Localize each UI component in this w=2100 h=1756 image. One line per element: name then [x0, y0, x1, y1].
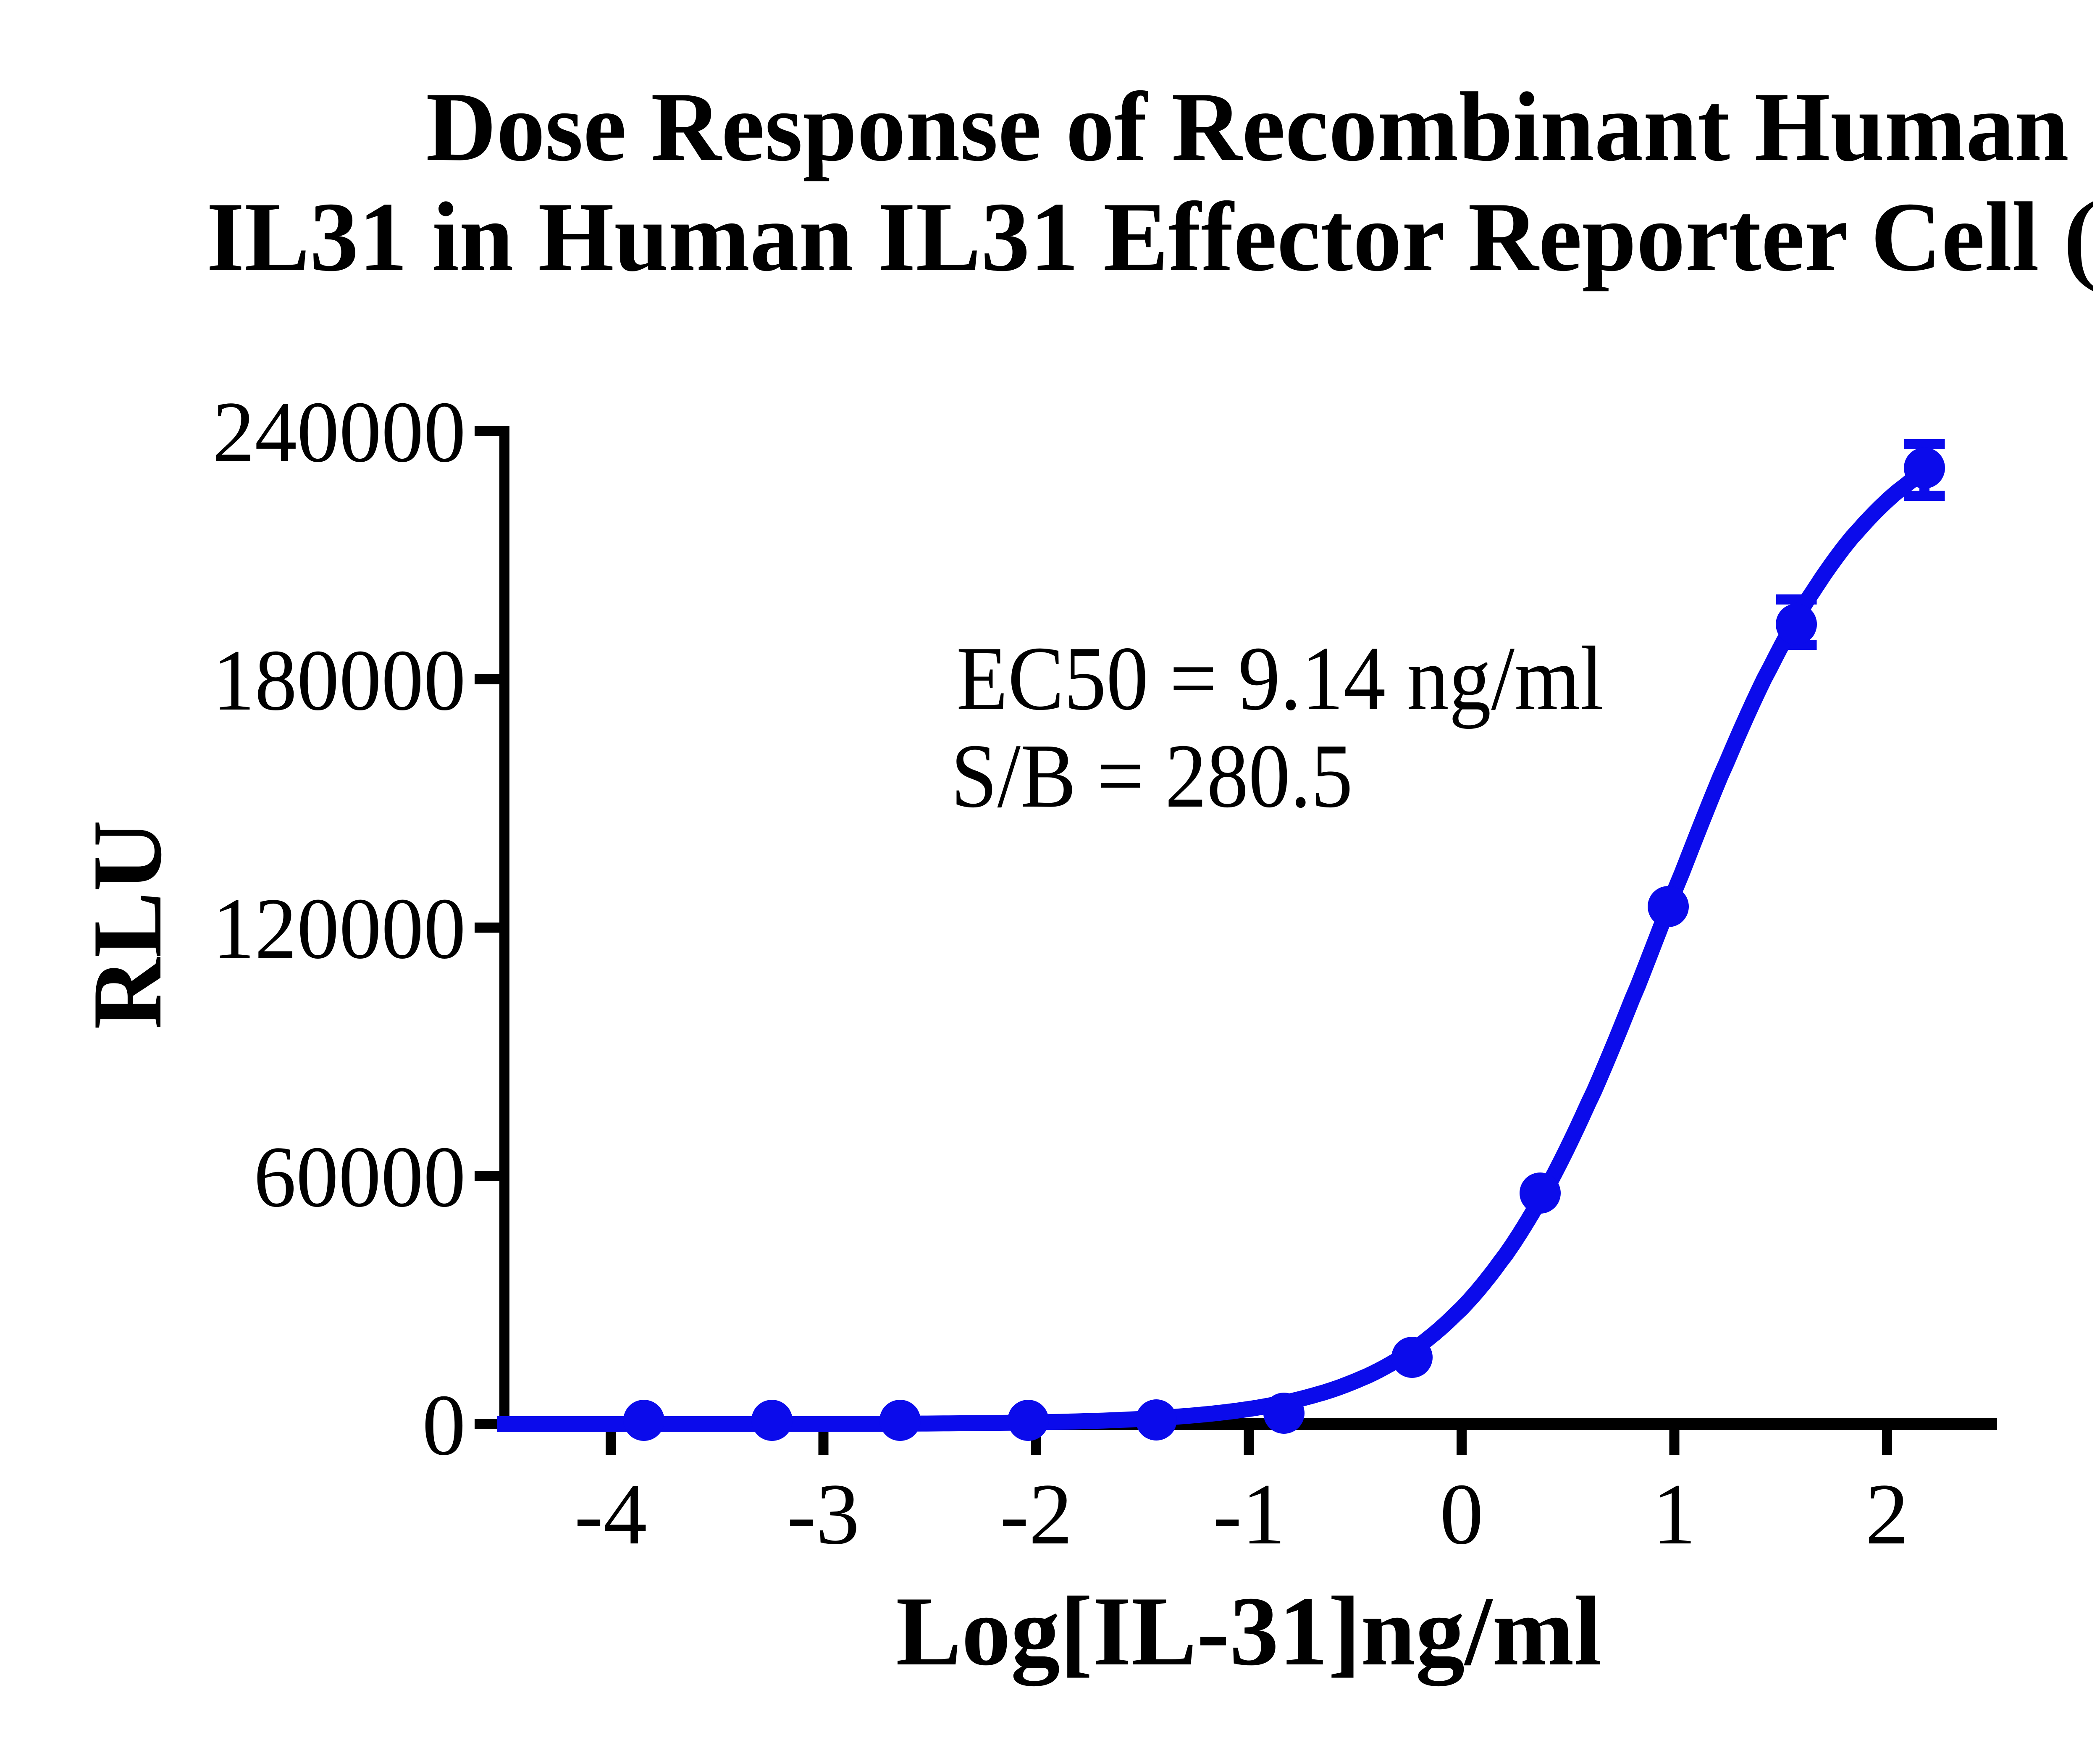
svg-text:1: 1 [1652, 1466, 1696, 1562]
svg-text:-3: -3 [787, 1466, 859, 1562]
svg-text:60000: 60000 [254, 1128, 466, 1225]
svg-text:-4: -4 [574, 1466, 647, 1562]
svg-text:-2: -2 [1000, 1466, 1072, 1562]
svg-text:120000: 120000 [213, 880, 466, 977]
svg-text:240000: 240000 [213, 384, 466, 480]
svg-text:IL31 in Human IL31 Effector Re: IL31 in Human IL31 Effector Reporter Cel… [207, 182, 2100, 292]
svg-text:180000: 180000 [213, 632, 466, 728]
svg-text:Dose Response of Recombinant H: Dose Response of Recombinant Human [426, 72, 2069, 182]
svg-text:0: 0 [422, 1377, 466, 1473]
svg-text:EC50 = 9.14 ng/ml: EC50 = 9.14 ng/ml [956, 628, 1604, 729]
svg-text:2: 2 [1865, 1466, 1909, 1562]
svg-text:Log[IL-31]ng/ml: Log[IL-31]ng/ml [896, 1577, 1601, 1686]
svg-text:RLU: RLU [73, 820, 182, 1029]
svg-text:S/B = 280.5: S/B = 280.5 [951, 726, 1353, 827]
svg-text:-1: -1 [1213, 1466, 1285, 1562]
svg-text:0: 0 [1440, 1466, 1483, 1562]
